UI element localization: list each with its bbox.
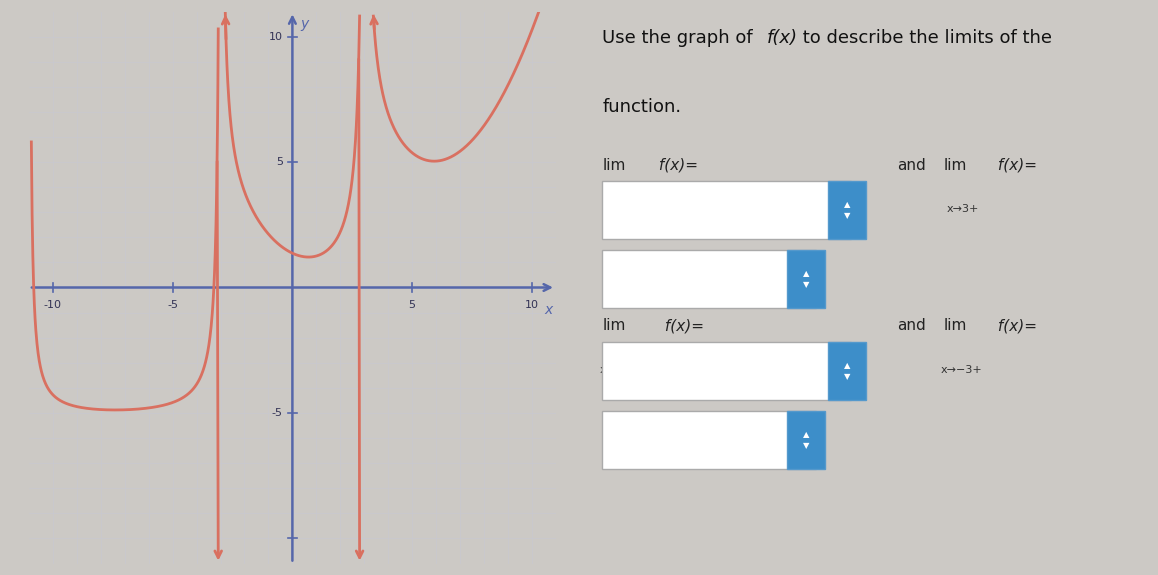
Text: x→3+: x→3+ bbox=[946, 204, 979, 214]
Text: x→−3+: x→−3+ bbox=[940, 365, 983, 375]
Text: lim: lim bbox=[944, 319, 967, 333]
Text: and: and bbox=[897, 158, 926, 172]
Text: x→3⁻: x→3⁻ bbox=[606, 204, 633, 214]
Text: y: y bbox=[301, 17, 309, 30]
FancyBboxPatch shape bbox=[602, 411, 816, 469]
Text: lim: lim bbox=[602, 319, 625, 333]
Text: ▲
▼: ▲ ▼ bbox=[844, 361, 850, 381]
Text: 10: 10 bbox=[269, 32, 283, 41]
FancyBboxPatch shape bbox=[602, 250, 816, 308]
FancyBboxPatch shape bbox=[828, 342, 865, 400]
Text: ▲
▼: ▲ ▼ bbox=[804, 269, 809, 289]
Text: f(x): f(x) bbox=[767, 29, 798, 47]
FancyBboxPatch shape bbox=[828, 181, 865, 239]
Text: Use the graph of: Use the graph of bbox=[602, 29, 758, 47]
Text: 5: 5 bbox=[276, 157, 283, 167]
FancyBboxPatch shape bbox=[787, 411, 824, 469]
Text: lim: lim bbox=[602, 158, 625, 172]
Text: f(x)=: f(x)= bbox=[992, 158, 1036, 172]
Text: -10: -10 bbox=[44, 300, 61, 310]
Text: to describe the limits of the: to describe the limits of the bbox=[797, 29, 1053, 47]
Text: f(x)=: f(x)= bbox=[660, 319, 704, 333]
Text: ▲
▼: ▲ ▼ bbox=[804, 430, 809, 450]
Text: x→−3⁻: x→−3⁻ bbox=[600, 365, 638, 375]
Text: and: and bbox=[897, 319, 926, 333]
Text: -5: -5 bbox=[272, 408, 283, 418]
Text: x: x bbox=[544, 302, 552, 317]
Text: ▲
▼: ▲ ▼ bbox=[844, 200, 850, 220]
Text: lim: lim bbox=[944, 158, 967, 172]
FancyBboxPatch shape bbox=[602, 342, 851, 400]
Text: -5: -5 bbox=[167, 300, 178, 310]
Text: f(x)=: f(x)= bbox=[654, 158, 698, 172]
Text: 5: 5 bbox=[409, 300, 416, 310]
FancyBboxPatch shape bbox=[602, 181, 851, 239]
Text: f(x)=: f(x)= bbox=[992, 319, 1036, 333]
Text: 10: 10 bbox=[525, 300, 538, 310]
FancyBboxPatch shape bbox=[787, 250, 824, 308]
Text: function.: function. bbox=[602, 98, 681, 116]
